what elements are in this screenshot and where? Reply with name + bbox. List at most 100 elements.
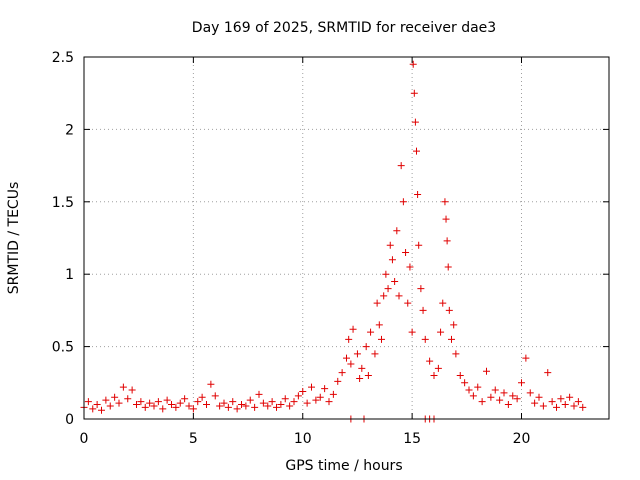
data-point	[544, 369, 552, 377]
axis-layer: 0 5 10 15 20 0 0.5 1 1.5 2 2.5	[52, 50, 610, 447]
data-point	[238, 401, 245, 409]
data-point	[343, 354, 350, 362]
grid-layer	[84, 57, 609, 419]
x-tick-label: 0	[80, 431, 89, 447]
data-point	[89, 405, 97, 413]
points-layer	[80, 60, 587, 423]
data-point	[299, 387, 307, 395]
data-point	[443, 237, 451, 245]
data-point	[570, 402, 578, 410]
data-point	[325, 398, 333, 406]
data-point	[382, 270, 390, 278]
data-point	[487, 393, 495, 401]
data-point	[413, 147, 420, 155]
data-point	[84, 398, 92, 406]
data-point	[375, 321, 383, 329]
data-point	[111, 393, 119, 401]
data-point	[526, 389, 534, 397]
data-point	[233, 405, 241, 413]
data-point	[439, 299, 447, 307]
data-point	[133, 401, 140, 409]
data-point	[402, 248, 410, 256]
data-point	[409, 60, 417, 68]
data-point	[414, 191, 422, 199]
data-point	[539, 402, 547, 410]
data-point	[411, 118, 419, 126]
x-tick-label: 20	[513, 431, 531, 447]
data-point	[456, 372, 464, 380]
data-point	[496, 396, 504, 404]
data-point	[150, 402, 158, 410]
data-point	[419, 306, 427, 314]
data-point	[229, 398, 237, 406]
y-tick-label: 2.5	[52, 50, 74, 66]
data-point	[273, 403, 280, 411]
data-point	[452, 350, 460, 358]
x-tick-label: 5	[189, 431, 198, 447]
data-point	[294, 392, 302, 400]
data-point	[115, 399, 123, 407]
data-point	[465, 386, 473, 394]
y-tick-label: 0.5	[52, 340, 74, 356]
data-point	[430, 372, 438, 380]
data-point	[185, 402, 193, 410]
data-point	[384, 285, 392, 293]
data-point	[504, 401, 512, 409]
data-point	[211, 392, 219, 400]
data-point	[216, 402, 224, 410]
data-point	[220, 399, 228, 407]
data-point	[93, 401, 101, 409]
data-point	[388, 256, 396, 264]
data-point	[163, 396, 171, 404]
data-point	[391, 277, 399, 285]
y-tick-label: 1	[65, 267, 74, 283]
data-point	[367, 328, 375, 336]
data-point	[119, 383, 127, 391]
data-point	[358, 364, 366, 372]
data-point	[380, 292, 388, 300]
data-point	[316, 393, 324, 401]
data-point	[303, 399, 311, 407]
data-point	[444, 263, 452, 271]
data-point	[198, 393, 206, 401]
data-point	[159, 405, 167, 413]
data-point	[172, 403, 180, 411]
data-point	[312, 396, 320, 404]
data-point	[329, 390, 337, 398]
data-point	[461, 379, 469, 387]
data-point	[259, 399, 267, 407]
plot-frame	[83, 56, 610, 420]
data-point	[349, 325, 357, 333]
data-point	[146, 399, 154, 407]
data-point	[448, 335, 455, 343]
data-point	[509, 392, 517, 400]
data-point	[437, 328, 445, 336]
data-point	[408, 328, 416, 336]
data-point	[98, 406, 105, 414]
data-point	[478, 398, 486, 406]
data-point	[522, 354, 530, 362]
data-point	[371, 350, 379, 358]
data-point	[531, 399, 539, 407]
data-point	[579, 403, 587, 411]
data-point	[378, 335, 385, 343]
data-point	[242, 402, 250, 410]
data-point	[557, 395, 565, 403]
data-point	[469, 392, 477, 400]
data-point	[566, 393, 574, 401]
data-point	[445, 306, 453, 314]
data-point	[189, 405, 197, 413]
data-point	[264, 402, 272, 410]
data-point	[281, 395, 289, 403]
x-tick-label: 15	[403, 431, 421, 447]
data-point	[345, 335, 353, 343]
data-point	[442, 215, 450, 223]
data-point	[128, 386, 136, 394]
x-tick-label: 10	[294, 431, 312, 447]
data-point	[406, 263, 414, 271]
data-point	[548, 398, 556, 406]
data-point	[137, 398, 145, 406]
y-tick-label: 1.5	[52, 195, 74, 211]
